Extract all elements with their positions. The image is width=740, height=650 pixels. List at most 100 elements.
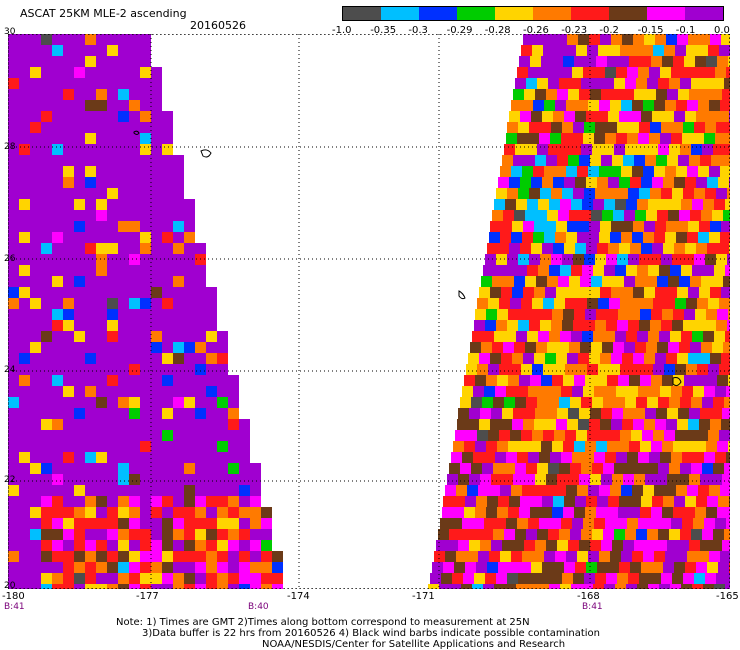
island-outline: [200, 149, 212, 158]
swath-cell: [509, 496, 520, 507]
swath-cell: [539, 133, 550, 144]
swath-cell: [151, 540, 162, 551]
swath-cell: [712, 276, 723, 287]
swath-cell: [151, 485, 162, 496]
swath-cell: [682, 133, 693, 144]
swath-cell: [30, 133, 41, 144]
swath-cell: [513, 540, 524, 551]
swath-cell: [63, 210, 74, 221]
swath-cell: [462, 386, 473, 397]
swath-cell: [74, 232, 85, 243]
swath-cell: [41, 518, 52, 529]
swath-cell: [472, 584, 483, 589]
swath-cell: [74, 122, 85, 133]
swath-cell: [118, 430, 129, 441]
swath-cell: [195, 540, 206, 551]
swath-cell: [724, 397, 730, 408]
swath-cell: [667, 540, 678, 551]
swath-cell: [682, 452, 693, 463]
swath-cell: [518, 254, 529, 265]
swath-cell: [173, 408, 184, 419]
swath-cell: [627, 67, 638, 78]
swath-cell: [162, 133, 173, 144]
pass-time-label: B:41: [4, 602, 25, 612]
swath-cell: [638, 67, 649, 78]
swath-cell: [598, 45, 609, 56]
swath-cell: [63, 529, 74, 540]
swath-cell: [96, 441, 107, 452]
swath-cell: [206, 430, 217, 441]
swath-cell: [195, 474, 206, 485]
color-scale-swatch: [495, 7, 533, 20]
swath-cell: [85, 463, 96, 474]
swath-cell: [173, 496, 184, 507]
swath-cell: [702, 144, 713, 155]
swath-cell: [697, 430, 708, 441]
swath-cell: [19, 133, 30, 144]
swath-cell: [8, 199, 19, 210]
swath-cell: [129, 144, 140, 155]
swath-cell: [129, 166, 140, 177]
swath-cell: [140, 529, 151, 540]
swath-cell: [664, 430, 675, 441]
swath-cell: [590, 474, 601, 485]
swath-cell: [649, 452, 660, 463]
swath-cell: [531, 562, 542, 573]
swath-cell: [657, 342, 668, 353]
swath-cell: [8, 562, 19, 573]
swath-cell: [173, 573, 184, 584]
swath-cell: [151, 529, 162, 540]
swath-cell: [657, 276, 668, 287]
swath-cell: [661, 573, 672, 584]
swath-cell: [8, 34, 19, 45]
swath-cell: [534, 287, 545, 298]
swath-cell: [19, 155, 30, 166]
swath-cell: [560, 199, 571, 210]
swath-cell: [679, 276, 690, 287]
swath-cell: [573, 573, 584, 584]
swath-cell: [52, 56, 63, 67]
swath-cell: [140, 287, 151, 298]
swath-cell: [627, 133, 638, 144]
swath-cell: [162, 430, 173, 441]
swath-cell: [719, 430, 730, 441]
swath-cell: [162, 122, 173, 133]
swath-cell: [523, 419, 534, 430]
swath-cell: [651, 507, 662, 518]
swath-cell: [663, 243, 674, 254]
swath-cell: [41, 144, 52, 155]
color-scale-bar: [342, 6, 724, 21]
swath-cell: [696, 111, 707, 122]
swath-cell: [8, 342, 19, 353]
swath-cell: [173, 210, 184, 221]
swath-cell: [546, 89, 557, 100]
swath-cell: [85, 551, 96, 562]
swath-cell: [107, 342, 118, 353]
swath-cell: [678, 540, 689, 551]
swath-cell: [600, 221, 611, 232]
swath-cell: [85, 232, 96, 243]
swath-cell: [570, 78, 581, 89]
swath-cell: [239, 474, 250, 485]
swath-cell: [52, 122, 63, 133]
swath-cell: [542, 562, 553, 573]
swath-cell: [694, 573, 705, 584]
swath-cell: [645, 89, 656, 100]
swath-cell: [151, 507, 162, 518]
swath-cell: [692, 584, 703, 589]
swath-cell: [676, 232, 687, 243]
swath-cell: [642, 430, 653, 441]
swath-cell: [666, 221, 677, 232]
swath-cell: [647, 144, 658, 155]
swath-cell: [85, 507, 96, 518]
swath-cell: [74, 551, 85, 562]
swath-cell: [195, 243, 206, 254]
swath-cell: [118, 364, 129, 375]
swath-cell: [526, 397, 537, 408]
swath-cell: [184, 540, 195, 551]
swath-cell: [30, 89, 41, 100]
swath-cell: [96, 551, 107, 562]
swath-cell: [640, 441, 651, 452]
swath-cell: [118, 89, 129, 100]
swath-cell: [217, 584, 228, 589]
